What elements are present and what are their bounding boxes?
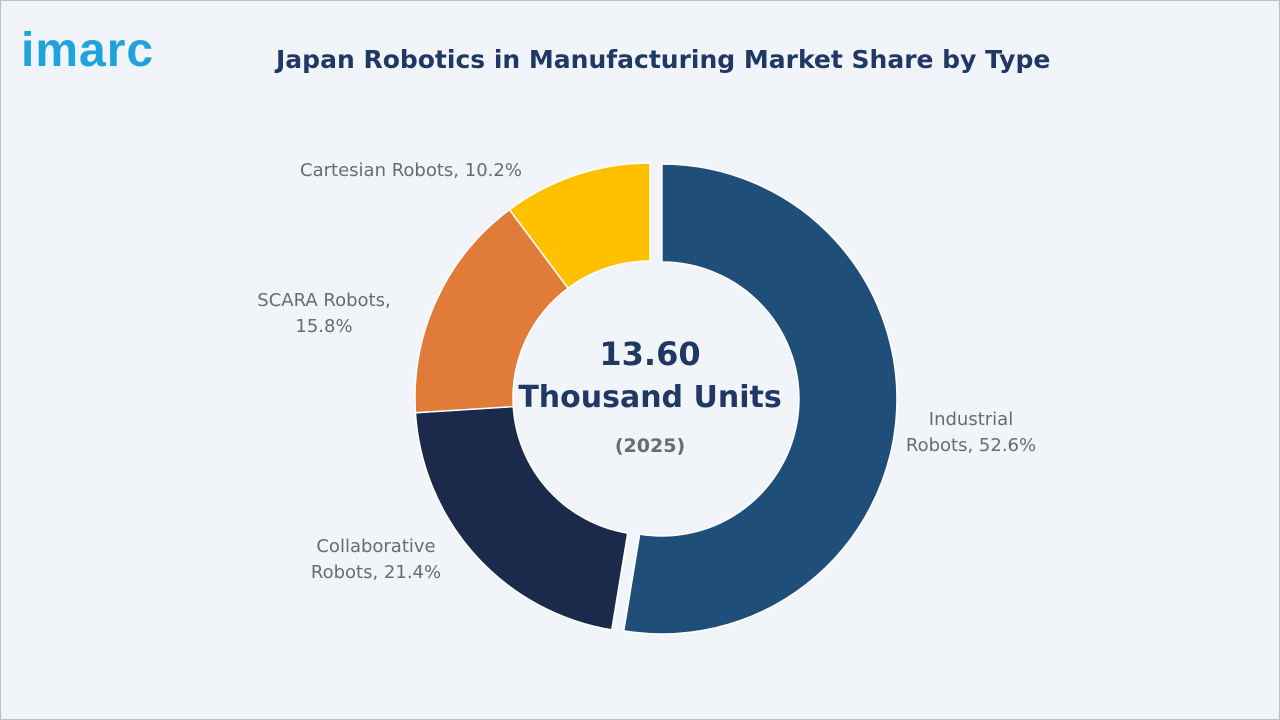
donut-slice — [508, 162, 651, 290]
slice-label: Industrial Robots, 52.6% — [905, 409, 1037, 456]
center-year: (2025) — [614, 435, 686, 457]
donut-slice — [414, 208, 570, 414]
center-unit: Thousand Units — [518, 380, 782, 415]
center-value: 13.60 — [599, 335, 701, 373]
logo: imarc — [21, 24, 155, 77]
chart-title: Japan Robotics in Manufacturing Market S… — [276, 45, 1051, 74]
slice-label: SCARA Robots, 15.8% — [257, 290, 391, 337]
slice-label: Collaborative Robots, 21.4% — [310, 536, 442, 583]
slice-label: Cartesian Robots, 10.2% — [300, 160, 522, 181]
donut-slice — [414, 405, 629, 631]
donut-slice — [622, 163, 898, 635]
